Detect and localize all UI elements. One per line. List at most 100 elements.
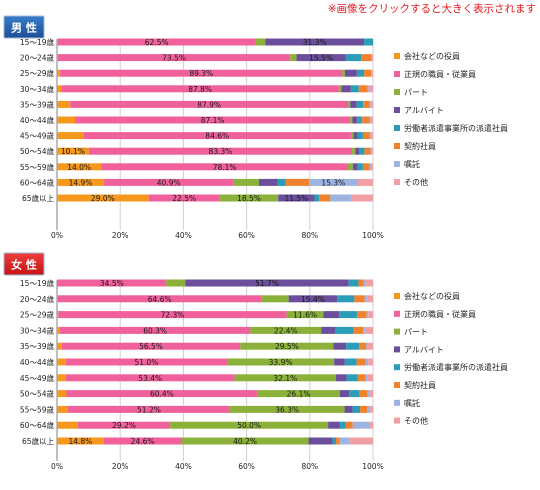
legend-label: その他 xyxy=(404,177,428,187)
category-label: 20～24歳 xyxy=(20,294,55,304)
data-label: 11.5% xyxy=(284,194,308,203)
bar-segment xyxy=(359,390,368,398)
data-label: 50.0% xyxy=(237,421,261,430)
bar-segment xyxy=(371,163,373,171)
data-label: 22.4% xyxy=(274,326,298,335)
bar-segment xyxy=(369,390,373,398)
bar-segment xyxy=(66,390,258,398)
bar-segment xyxy=(369,100,371,108)
bar-segment xyxy=(57,194,149,202)
bar-segment xyxy=(57,279,167,287)
bar-segment xyxy=(357,163,363,171)
bar-segment xyxy=(369,163,372,171)
legend-swatch xyxy=(394,143,400,149)
data-label: 89.3% xyxy=(189,69,213,78)
bar-segment xyxy=(371,147,373,155)
bar-segment xyxy=(371,54,373,62)
legend-label: その他 xyxy=(404,416,428,426)
legend-swatch xyxy=(394,346,400,353)
x-tick-label: 40% xyxy=(175,462,192,471)
bar-segment xyxy=(57,54,291,62)
x-tick-label: 100% xyxy=(362,462,383,471)
bar-segment xyxy=(332,437,337,445)
bar-segment xyxy=(370,100,373,108)
bar-segment xyxy=(278,194,315,202)
bar-segment xyxy=(358,85,368,93)
data-label: 56.5% xyxy=(139,342,163,351)
bar-segment xyxy=(233,178,259,186)
bar-segment xyxy=(348,279,359,287)
bar-segment xyxy=(57,342,62,350)
x-tick-label: 60% xyxy=(238,462,255,471)
legend-label: パート xyxy=(404,88,428,97)
category-label: 30～34歳 xyxy=(20,84,55,94)
legend-label: 会社などの役員 xyxy=(404,51,460,61)
bar-segment xyxy=(341,85,351,93)
bar-segment xyxy=(339,421,346,429)
bar-segment xyxy=(336,437,340,445)
bar-segment xyxy=(349,437,373,445)
bar-segment xyxy=(342,69,345,77)
bar-segment xyxy=(337,295,355,303)
data-label: 78.1% xyxy=(213,163,237,172)
legend-label: アルバイト xyxy=(404,345,444,354)
x-tick-label: 0% xyxy=(51,462,63,471)
bar-segment xyxy=(57,132,84,140)
bar-segment xyxy=(350,194,373,202)
bar-segment xyxy=(358,279,364,287)
bar-segment xyxy=(61,85,339,93)
bar-segment xyxy=(348,163,353,171)
bar-segment xyxy=(344,405,353,413)
data-label: 73.5% xyxy=(162,54,186,63)
bar-segment xyxy=(57,38,58,46)
bar-segment xyxy=(57,38,256,46)
category-label: 50～54歳 xyxy=(20,389,55,399)
bar-segment xyxy=(368,358,373,366)
bar-segment xyxy=(321,326,336,334)
legend-label: 正規の職員・従業員 xyxy=(404,309,476,319)
bar-segment xyxy=(57,147,89,155)
data-label: 14.8% xyxy=(68,437,92,446)
x-tick-label: 80% xyxy=(301,462,318,471)
bar-segment xyxy=(296,54,346,62)
data-label: 51.0% xyxy=(135,358,159,367)
bar-segment xyxy=(359,342,367,350)
legend-swatch xyxy=(394,328,400,335)
bar-segment xyxy=(367,342,373,350)
bar-segment xyxy=(350,100,357,108)
bar-segment xyxy=(364,69,372,77)
x-tick-label: 40% xyxy=(175,231,192,240)
bar-segment xyxy=(367,374,373,382)
x-tick-label: 20% xyxy=(112,462,129,471)
bar-segment xyxy=(290,54,297,62)
bar-segment xyxy=(368,311,373,319)
bar-segment xyxy=(350,132,354,140)
bar-segment xyxy=(333,342,347,350)
bar-segment xyxy=(61,342,241,350)
data-label: 18.5% xyxy=(237,194,261,203)
bar-segment xyxy=(362,116,370,124)
bar-segment xyxy=(328,421,340,429)
data-label: 29.0% xyxy=(91,194,115,203)
bar-segment xyxy=(345,421,353,429)
bar-segment xyxy=(356,69,365,77)
bar-segment xyxy=(257,390,340,398)
data-label: 40.2% xyxy=(233,437,257,446)
legend-label: 嘱託 xyxy=(404,159,420,169)
data-label: 87.8% xyxy=(188,85,212,94)
bar-segment xyxy=(363,326,366,334)
data-label: 53.4% xyxy=(138,374,162,383)
bar-segment xyxy=(338,85,342,93)
bar-segment xyxy=(365,358,369,366)
bar-segment xyxy=(330,194,351,202)
bar-segment xyxy=(57,374,66,382)
category-label: 40～44歳 xyxy=(20,115,55,125)
bar-segment xyxy=(354,295,365,303)
data-label: 87.1% xyxy=(201,116,225,125)
bar-segment xyxy=(75,116,351,124)
legend-swatch xyxy=(394,399,400,406)
data-label: 62.5% xyxy=(145,38,169,47)
data-label: 15.4% xyxy=(301,295,325,304)
legend-label: 嘱託 xyxy=(404,398,420,408)
category-label: 35～39歳 xyxy=(20,341,55,351)
